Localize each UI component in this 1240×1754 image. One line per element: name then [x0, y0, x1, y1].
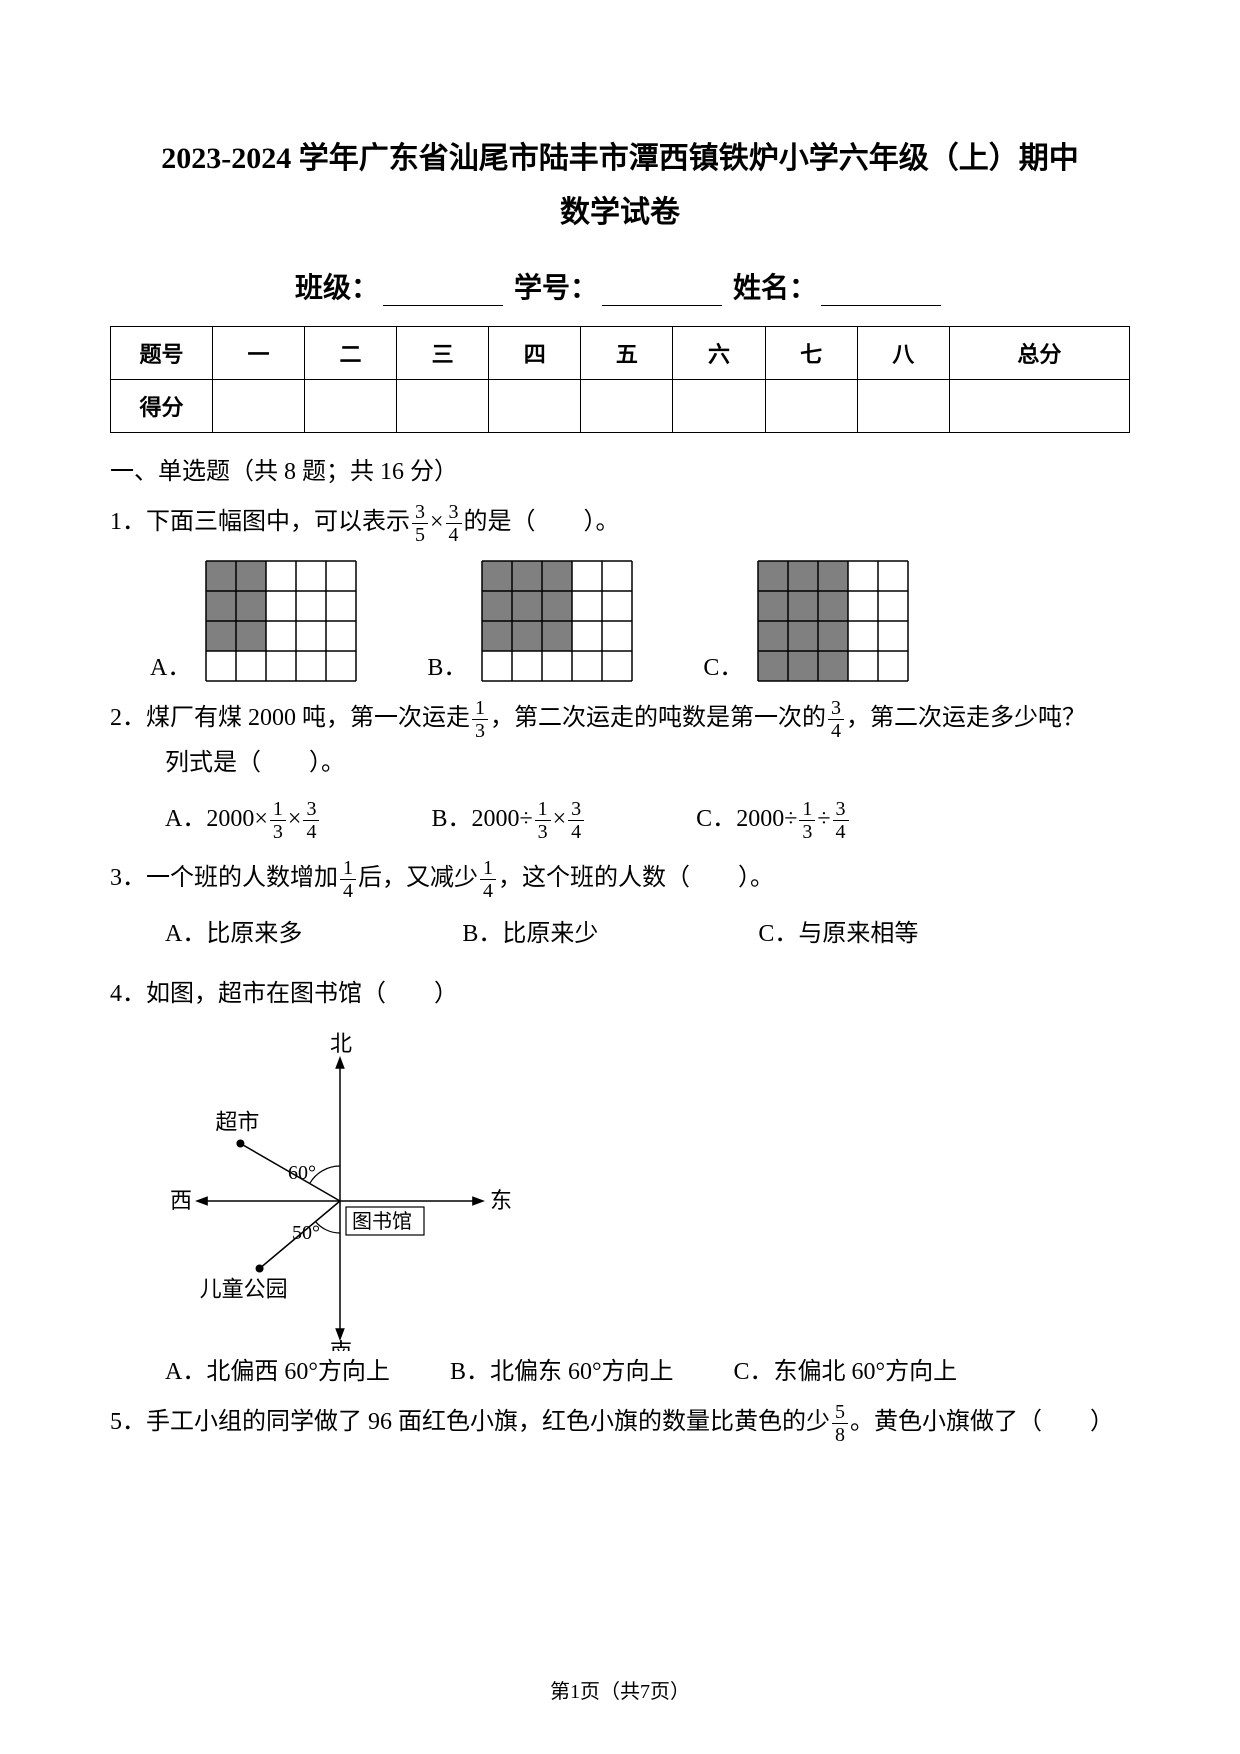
question-4: 4．如图，超市在图书馆（ ）: [110, 972, 1130, 1018]
row-label: 题号: [111, 327, 213, 380]
q2-options: A．2000×13×34 B．2000÷13×34 C．2000÷13÷34: [165, 797, 1130, 843]
svg-text:西: 西: [170, 1188, 192, 1213]
score-cell[interactable]: [949, 380, 1129, 433]
class-label: 班级：: [295, 273, 379, 304]
fraction: 14: [480, 858, 496, 901]
name-blank[interactable]: [821, 279, 941, 306]
col: 七: [765, 327, 857, 380]
col: 一: [212, 327, 304, 380]
score-cell[interactable]: [397, 380, 489, 433]
q3-options: A．比原来多 B．比原来少 C．与原来相等: [165, 912, 1130, 958]
svg-text:超市: 超市: [215, 1110, 259, 1135]
svg-text:50°: 50°: [292, 1222, 320, 1244]
q2-opt-b: B．2000÷13×34: [431, 797, 586, 843]
q3-prefix: 3．一个班的人数增加: [110, 865, 338, 891]
question-2: 2．煤厂有煤 2000 吨，第一次运走13，第二次运走的吨数是第一次的34，第二…: [110, 696, 1130, 843]
q4-text: 4．如图，超市在图书馆（ ）: [110, 981, 458, 1007]
q3-opt-c: C．与原来相等: [758, 912, 918, 958]
fraction: 13: [472, 698, 488, 741]
col: 八: [857, 327, 949, 380]
q3-suffix: ，这个班的人数（ ）。: [498, 865, 774, 891]
exam-page: 2023-2024 学年广东省汕尾市陆丰市潭西镇铁炉小学六年级（上）期中 数学试…: [0, 0, 1240, 1754]
fraction: 34: [446, 502, 462, 545]
q1-opt-b: B．: [427, 560, 633, 682]
fraction: 13: [535, 799, 551, 842]
fraction: 58: [832, 1402, 848, 1445]
q4-options: A．北偏西 60°方向上 B．北偏东 60°方向上 C．东偏北 60°方向上: [165, 1351, 1130, 1386]
q3-opt-b: B．比原来少: [462, 912, 598, 958]
score-cell[interactable]: [765, 380, 857, 433]
q4-opt-b: B．北偏东 60°方向上: [450, 1351, 674, 1386]
question-5: 5．手工小组的同学做了 96 面红色小旗，红色小旗的数量比黄色的少58。黄色小旗…: [110, 1400, 1130, 1446]
title-line1: 2023-2024 学年广东省汕尾市陆丰市潭西镇铁炉小学六年级（上）期中: [110, 130, 1130, 187]
q2-line2: 列式是（ ）。: [165, 741, 1130, 787]
info-line: 班级： 学号： 姓名：: [110, 266, 1130, 306]
opt-label-c: C．: [703, 647, 743, 682]
q1-suffix: 的是（ ）。: [464, 509, 620, 535]
name-label: 姓名：: [733, 273, 817, 304]
q2-mid2: ，第二次运走多少吨？: [846, 705, 1086, 731]
q1-options: A． B． C．: [150, 560, 1130, 682]
fraction: 13: [799, 799, 815, 842]
opt-label-b: B．: [427, 647, 467, 682]
q2-opt-c: C．2000÷13÷34: [696, 797, 850, 843]
col: 六: [673, 327, 765, 380]
compass-diagram: 北南 西 东 超市儿童公园 60° 50° 图书馆: [165, 1031, 545, 1351]
score-table: 题号 一 二 三 四 五 六 七 八 总分 得分: [110, 326, 1130, 433]
col: 五: [581, 327, 673, 380]
svg-text:图书馆: 图书馆: [352, 1210, 412, 1233]
svg-text:60°: 60°: [288, 1162, 316, 1184]
fraction: 35: [412, 502, 428, 545]
grid-a-icon: [205, 560, 357, 682]
table-row: 题号 一 二 三 四 五 六 七 八 总分: [111, 327, 1130, 380]
q1-opt-a: A．: [150, 560, 357, 682]
grid-b-icon: [481, 560, 633, 682]
opt-label-a: A．: [150, 647, 191, 682]
section-1-heading: 一、单选题（共 8 题；共 16 分）: [110, 451, 1130, 486]
svg-text:南: 南: [330, 1339, 352, 1351]
page-footer: 第1页（共7页）: [0, 1675, 1240, 1704]
score-label: 得分: [111, 380, 213, 433]
q2-prefix: 2．煤厂有煤 2000 吨，第一次运走: [110, 705, 470, 731]
question-3: 3．一个班的人数增加14后，又减少14，这个班的人数（ ）。 A．比原来多 B．…: [110, 856, 1130, 957]
q1-opt-c: C．: [703, 560, 909, 682]
id-label: 学号：: [514, 273, 598, 304]
score-cell[interactable]: [305, 380, 397, 433]
q2-mid1: ，第二次运走的吨数是第一次的: [490, 705, 826, 731]
class-blank[interactable]: [383, 279, 503, 306]
grid-c-icon: [757, 560, 909, 682]
score-cell[interactable]: [581, 380, 673, 433]
col: 三: [397, 327, 489, 380]
times: ×: [430, 509, 444, 535]
score-cell[interactable]: [857, 380, 949, 433]
col: 总分: [949, 327, 1129, 380]
svg-text:儿童公园: 儿童公园: [200, 1277, 288, 1302]
q2-opt-a: A．2000×13×34: [165, 797, 321, 843]
q4-opt-c: C．东偏北 60°方向上: [734, 1351, 958, 1386]
fraction: 34: [833, 799, 849, 842]
score-cell[interactable]: [489, 380, 581, 433]
q3-mid: 后，又减少: [358, 865, 478, 891]
fraction: 34: [568, 799, 584, 842]
fraction: 34: [303, 799, 319, 842]
q1-prefix: 1．下面三幅图中，可以表示: [110, 509, 410, 535]
id-blank[interactable]: [602, 279, 722, 306]
score-cell[interactable]: [673, 380, 765, 433]
q4-diagram-wrap: 北南 西 东 超市儿童公园 60° 50° 图书馆: [165, 1031, 1130, 1351]
svg-text:东: 东: [490, 1188, 512, 1213]
col: 二: [305, 327, 397, 380]
fraction: 34: [828, 698, 844, 741]
fraction: 13: [270, 799, 286, 842]
q5-suffix: 。黄色小旗做了（ ）: [850, 1409, 1114, 1435]
fraction: 14: [340, 858, 356, 901]
title-line2: 数学试卷: [110, 187, 1130, 231]
q5-prefix: 5．手工小组的同学做了 96 面红色小旗，红色小旗的数量比黄色的少: [110, 1409, 830, 1435]
question-1: 1．下面三幅图中，可以表示35×34的是（ ）。: [110, 500, 1130, 546]
score-cell[interactable]: [212, 380, 304, 433]
q4-opt-a: A．北偏西 60°方向上: [165, 1351, 390, 1386]
col: 四: [489, 327, 581, 380]
q3-opt-a: A．比原来多: [165, 912, 302, 958]
svg-text:北: 北: [330, 1031, 352, 1056]
table-row: 得分: [111, 380, 1130, 433]
